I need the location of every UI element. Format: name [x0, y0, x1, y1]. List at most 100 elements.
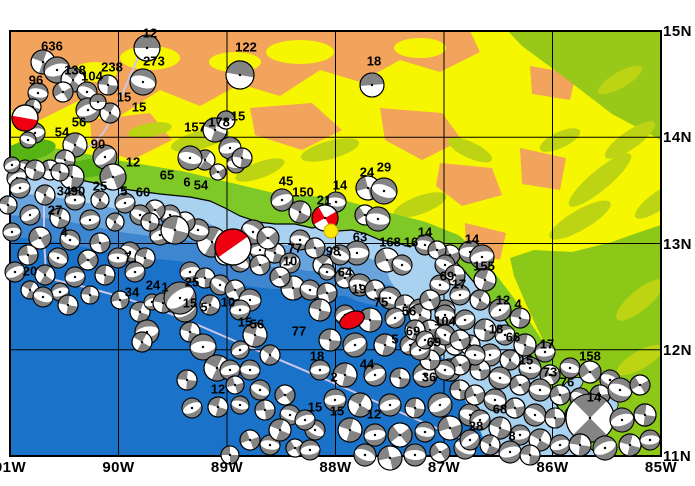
focal-mechanism	[323, 388, 347, 412]
focal-mechanism	[454, 309, 476, 331]
focal-mechanism	[633, 403, 657, 427]
depth-label: 25	[185, 275, 199, 290]
depth-label: 150	[292, 185, 314, 200]
focal-mechanism	[483, 388, 507, 412]
depth-label: 56	[72, 115, 86, 130]
red-solid-beachball	[339, 310, 365, 330]
depth-label: 273	[143, 54, 165, 69]
focal-mechanism	[94, 264, 116, 286]
focal-mechanism	[50, 162, 70, 182]
focal-mechanism	[559, 357, 581, 379]
focal-mechanism	[639, 429, 661, 451]
depth-label: 636	[41, 39, 63, 54]
depth-label: 69	[427, 335, 441, 350]
red-half-beachball	[214, 228, 252, 266]
depth-label: 64	[338, 265, 353, 280]
depth-label: 10	[221, 295, 235, 310]
focal-mechanism	[57, 294, 79, 316]
focal-mechanism	[186, 218, 210, 242]
focal-mechanism	[509, 424, 531, 446]
focal-mechanism	[414, 421, 436, 443]
depth-label: 12	[496, 293, 510, 308]
focal-mechanism	[62, 132, 88, 158]
focal-mechanism	[181, 397, 203, 419]
depth-label: 238	[101, 60, 123, 75]
focal-mechanism	[239, 359, 261, 381]
depth-label: 14	[465, 232, 480, 247]
focal-mechanism	[32, 286, 54, 308]
focal-mechanism	[225, 375, 245, 395]
focal-mechanism	[110, 290, 130, 310]
focal-mechanism	[353, 443, 377, 467]
focal-mechanism	[373, 333, 397, 357]
depth-label: 122	[235, 40, 257, 55]
focal-mechanism	[378, 393, 402, 417]
highlighted-events	[11, 104, 365, 330]
focal-mechanism	[449, 329, 471, 351]
focal-mechanism	[47, 247, 69, 269]
depth-label: 17	[540, 337, 554, 352]
depth-label: 6	[183, 175, 190, 190]
depth-label: 155	[473, 259, 495, 274]
focal-mechanism	[377, 445, 403, 471]
depth-label: 34	[57, 184, 72, 199]
focal-mechanism	[332, 362, 358, 388]
depth-label: 138	[64, 63, 86, 78]
depth-label: 10	[283, 254, 297, 269]
depth-label: 21	[317, 193, 331, 208]
depth-label: 12	[126, 155, 140, 170]
focal-mechanism	[270, 188, 294, 212]
focal-mechanism	[513, 333, 537, 357]
focal-mechanism	[140, 212, 160, 232]
focal-mechanism	[89, 232, 111, 254]
focal-mechanism	[549, 434, 571, 456]
y-axis-label: 11N	[663, 448, 692, 465]
focal-mechanism	[28, 226, 52, 250]
focal-mechanism	[34, 184, 56, 206]
depth-label: 20	[23, 264, 37, 279]
focal-mechanism	[299, 439, 321, 461]
focal-mechanism	[124, 261, 146, 283]
depth-label: 63	[353, 230, 367, 245]
focal-mechanism	[415, 330, 435, 350]
focal-mechanism	[469, 289, 491, 311]
focal-mechanism	[254, 399, 276, 421]
focal-mechanism	[129, 68, 157, 96]
focal-mechanism	[216, 110, 236, 130]
focal-mechanism	[494, 324, 516, 346]
depth-label: 18	[367, 54, 381, 69]
focal-mechanism	[89, 93, 107, 111]
focal-mechanism	[230, 340, 250, 360]
red-top-beachball	[11, 104, 39, 132]
focal-mechanism	[220, 445, 240, 465]
depth-label: 5	[391, 332, 398, 347]
focal-mechanism	[269, 266, 291, 288]
focal-mechanism	[4, 261, 26, 283]
depth-label: 75	[374, 295, 388, 310]
depth-label: 15	[308, 400, 322, 415]
depth-label: 66	[506, 330, 520, 345]
depth-label: 15	[238, 315, 252, 330]
focal-mechanism	[404, 397, 426, 419]
focal-mechanism	[256, 226, 280, 250]
x-axis-label: 87W	[427, 459, 461, 476]
focal-mechanism	[609, 407, 635, 433]
focal-mechanism	[209, 163, 227, 181]
depth-label: 15	[330, 404, 344, 419]
focal-mechanism	[347, 392, 373, 418]
depth-label: 15	[117, 90, 131, 105]
focal-mechanism	[363, 363, 387, 387]
focal-mechanism	[523, 403, 547, 427]
y-axis-label: 12N	[663, 341, 693, 359]
focal-mechanism	[578, 360, 602, 384]
focal-mechanism	[504, 397, 526, 419]
focal-mechanism	[568, 433, 592, 457]
focal-mechanism	[429, 441, 451, 463]
focal-mechanism	[34, 264, 56, 286]
depth-label: 44	[360, 357, 375, 372]
focal-mechanism	[133, 34, 161, 62]
depth-label: 12	[211, 382, 225, 397]
focal-mechanism	[389, 367, 411, 389]
focal-mechanism	[437, 415, 463, 441]
focal-mechanism	[337, 417, 363, 443]
